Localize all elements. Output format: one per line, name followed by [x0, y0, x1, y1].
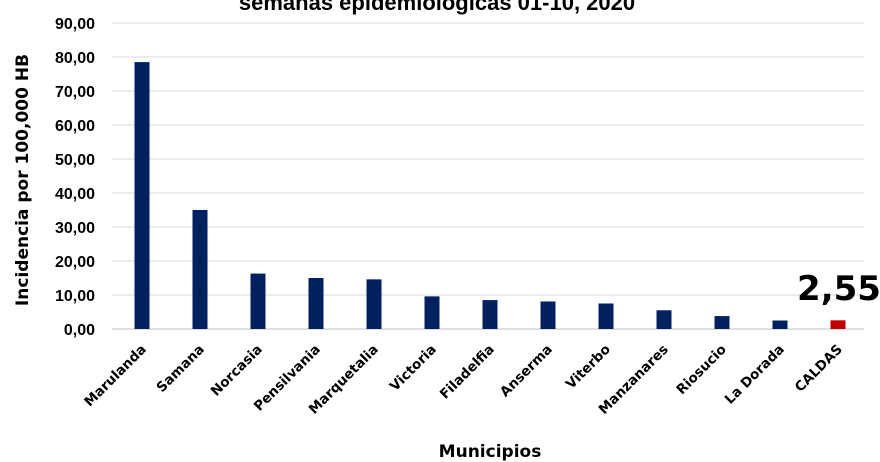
y-tick-label: 30,00: [55, 220, 95, 237]
y-axis-label: Incidencia por 100,000 HB: [13, 54, 33, 306]
bar: [482, 300, 498, 329]
y-tick-label: 70,00: [55, 84, 95, 101]
x-tick-label: Samana: [154, 342, 208, 396]
bar: [772, 320, 788, 329]
bar: [192, 210, 208, 329]
bars: [134, 62, 846, 329]
y-tick-label: 40,00: [55, 186, 95, 203]
bar: [250, 273, 266, 329]
x-tick-label: Riosucio: [673, 342, 729, 398]
bar: [540, 301, 556, 329]
y-tick-label: 50,00: [55, 152, 95, 169]
x-tick-label: Norcasia: [208, 342, 266, 400]
bar: [424, 296, 440, 329]
x-axis-tick-labels: Marulanda Samana NorcasiaPensilvaniaMarque…: [81, 342, 846, 418]
bar: [598, 303, 614, 329]
bar-highlight: [830, 320, 846, 329]
bar: [308, 278, 324, 329]
bar: [366, 279, 382, 329]
x-tick-label: La Dorada: [722, 342, 788, 408]
x-tick-label: CALDAS: [792, 342, 846, 396]
y-axis-tick-labels: 0,00 10,00 20,00 30,00 40,00 50,00 60,00 70,00 8…: [55, 16, 95, 339]
x-tick-label: Filadelfia: [437, 342, 498, 403]
y-tick-label: 90,00: [55, 16, 95, 33]
x-tick-label: Marulanda: [81, 342, 150, 411]
bar: [134, 62, 150, 329]
x-tick-label: Victoria: [387, 342, 440, 395]
x-axis-label: Municipios: [439, 442, 542, 462]
gridlines: [112, 22, 864, 330]
chart-title: semanas epidemiológicas 01-10, 2020: [239, 0, 635, 15]
y-tick-label: 10,00: [55, 288, 95, 305]
bar: [714, 316, 730, 329]
y-tick-label: 0,00: [64, 322, 95, 339]
bar: [656, 310, 672, 329]
y-tick-label: 80,00: [55, 50, 95, 67]
caldas-value-annotation: 2,55: [797, 269, 880, 309]
y-tick-label: 60,00: [55, 118, 95, 135]
x-tick-label: Viterbo: [563, 342, 614, 393]
x-tick-label: Anserma: [497, 342, 556, 401]
y-tick-label: 20,00: [55, 254, 95, 271]
